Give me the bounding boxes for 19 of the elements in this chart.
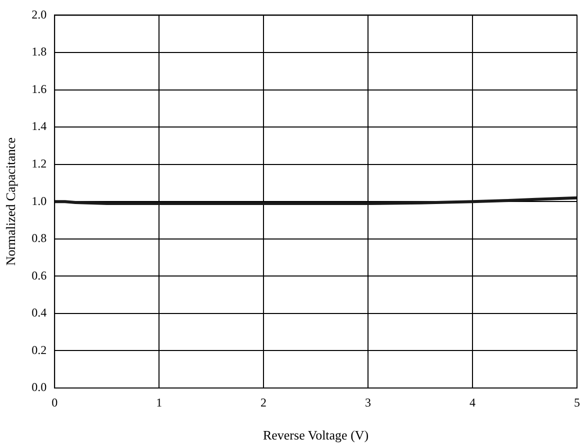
y-tick-label: 1.6 xyxy=(32,82,47,96)
y-tick-label: 1.0 xyxy=(32,194,47,208)
y-tick-label: 0.2 xyxy=(32,342,47,357)
y-tick-label: 0.6 xyxy=(32,268,47,282)
x-tick-label: 2 xyxy=(260,395,267,410)
x-tick-label: 0 xyxy=(52,395,58,410)
y-tick-label: 0.8 xyxy=(32,231,47,246)
x-tick-label: 4 xyxy=(470,395,476,410)
y-tick-label: 1.2 xyxy=(32,156,47,170)
x-tick-label: 5 xyxy=(574,395,580,410)
x-tick-label: 3 xyxy=(365,395,372,410)
y-tick-label: 1.4 xyxy=(32,119,47,134)
x-tick-label: 1 xyxy=(156,395,162,410)
y-tick-label: 0.0 xyxy=(32,380,47,394)
y-axis-title: Normalized Capacitance xyxy=(3,137,18,266)
y-tick-label: 2.0 xyxy=(32,7,47,22)
y-tick-label: 1.8 xyxy=(32,44,47,59)
y-tick-label: 0.4 xyxy=(32,306,47,320)
x-axis-title: Reverse Voltage (V) xyxy=(262,428,369,443)
